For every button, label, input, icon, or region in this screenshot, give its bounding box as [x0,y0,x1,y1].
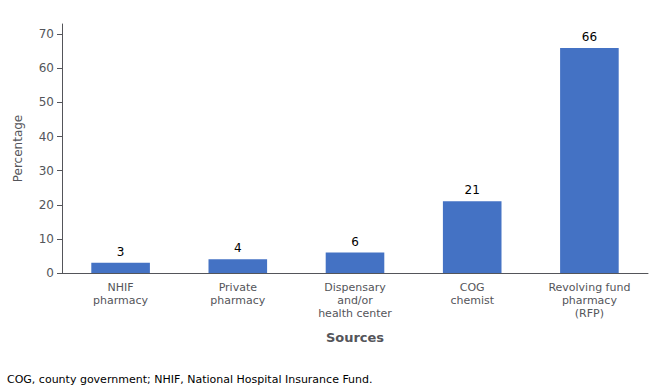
svg-text:70: 70 [39,27,54,41]
svg-text:COG: COG [460,281,485,294]
svg-text:60: 60 [39,61,54,75]
svg-text:pharmacy: pharmacy [210,294,266,307]
svg-text:50: 50 [39,95,54,109]
svg-text:COG, county government; NHIF,: COG, county government; NHIF, National H… [7,373,373,386]
svg-text:3: 3 [117,245,125,259]
svg-text:4: 4 [234,241,242,255]
svg-text:6: 6 [351,235,359,249]
svg-text:pharmacy: pharmacy [93,294,149,307]
svg-text:(RFP): (RFP) [575,307,604,320]
svg-text:66: 66 [582,30,597,44]
svg-text:Revolving fund: Revolving fund [548,281,630,294]
svg-text:Private: Private [219,281,258,294]
svg-text:20: 20 [39,198,54,212]
svg-text:health center: health center [318,307,392,320]
svg-text:21: 21 [465,183,480,197]
svg-text:0: 0 [46,266,54,280]
svg-text:pharmacy: pharmacy [562,294,618,307]
svg-text:chemist: chemist [450,294,494,307]
svg-text:Percentage: Percentage [11,115,25,183]
svg-text:40: 40 [39,130,54,144]
svg-text:Dispensary: Dispensary [324,281,386,294]
svg-text:10: 10 [39,232,54,246]
svg-text:and/or: and/or [337,294,373,307]
svg-text:NHIF: NHIF [108,281,134,294]
svg-text:30: 30 [39,164,54,178]
svg-text:Sources: Sources [326,330,384,345]
